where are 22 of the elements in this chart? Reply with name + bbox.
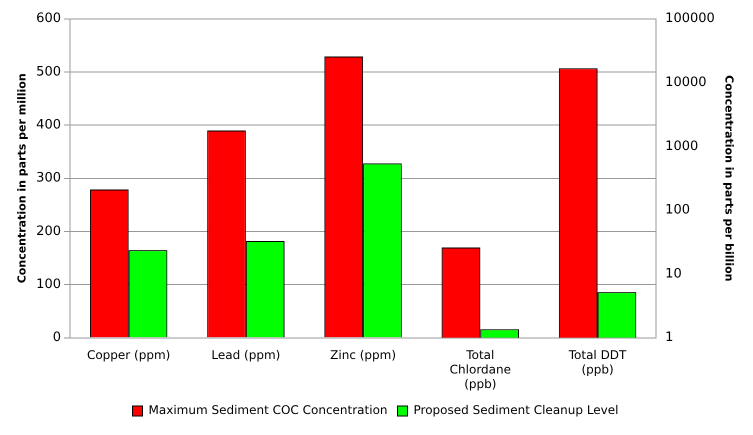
y2-tick-label: 10000 [665, 74, 707, 90]
x-tick-label: Lead (ppm) [211, 348, 280, 362]
legend-label: Maximum Sediment COC Concentration [148, 403, 388, 418]
y-tick-label: 500 [36, 64, 62, 80]
y-tick-label: 600 [36, 11, 62, 26]
y-tick-label: 0 [52, 330, 62, 346]
y-tick-label: 100 [36, 277, 62, 292]
y2-tick-label: 1 [665, 330, 674, 346]
y2-axis-title: Concentration in parts per billion [722, 75, 736, 282]
x-tick-label: Total Chlordane (ppb) [450, 348, 511, 391]
x-tick-label: Copper (ppm) [86, 348, 170, 362]
y-tick-label: 400 [36, 118, 62, 133]
y2-tick-label: 10 [665, 266, 682, 282]
y-tick-label: 200 [36, 224, 62, 239]
y-axis-title: Concentration in parts per million [15, 73, 28, 284]
y-tick-label: 300 [36, 170, 62, 186]
x-tick-label: Zinc (ppm) [330, 348, 396, 362]
y2-tick-label: 100000 [665, 11, 715, 26]
x-tick-label: Total DDT (ppb) [568, 348, 628, 377]
y2-tick-label: 1000 [665, 138, 698, 154]
y2-tick-label: 100 [665, 202, 690, 218]
legend-label: Proposed Sediment Cleanup Level [414, 403, 618, 418]
